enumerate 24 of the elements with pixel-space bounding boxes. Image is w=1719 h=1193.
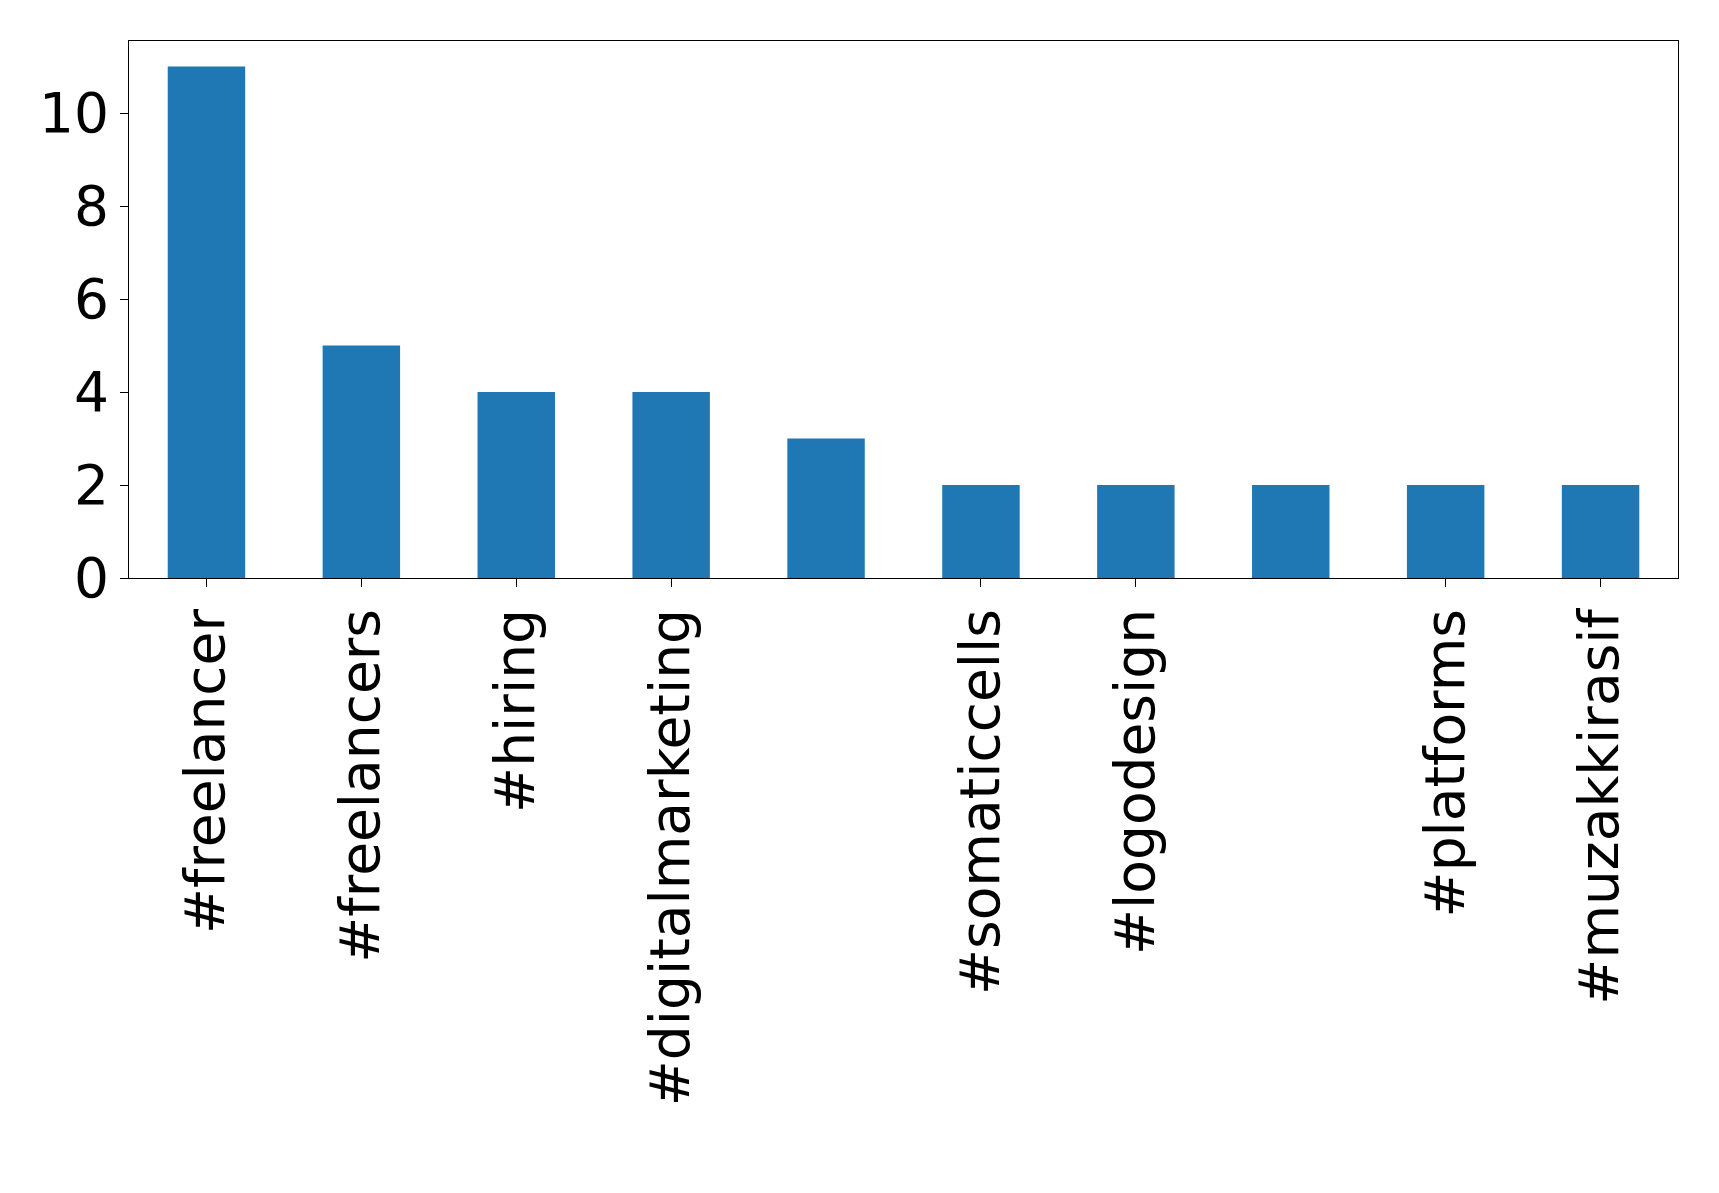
x-tick-label: #hiring [483,609,548,813]
bar [477,392,555,578]
bar [1561,485,1640,578]
y-tick-label: 10 [39,81,109,146]
bar [1097,485,1175,578]
x-tick-label: #digitalmarketing [638,609,703,1107]
x-tick-label: #somaticcells [947,609,1012,996]
bar [787,438,865,578]
bar [167,66,246,578]
x-tick-label: #freelancers [328,609,393,963]
y-tick-label: 2 [74,453,109,518]
bar [322,345,401,578]
y-tick-label: 4 [74,360,109,425]
bar [632,392,710,578]
y-tick-label: 8 [74,174,109,239]
x-tick-label: #freelancer [173,608,238,935]
bar [1406,485,1485,578]
y-tick-label: 6 [74,267,109,332]
x-tick-label: #logodesign [1102,609,1167,956]
bar [1252,485,1330,578]
y-tick-label: 0 [74,546,109,611]
x-tick-label: #platforms [1412,609,1477,918]
bar [942,485,1020,578]
x-tick-label: #muzakkirasif [1567,607,1632,1005]
